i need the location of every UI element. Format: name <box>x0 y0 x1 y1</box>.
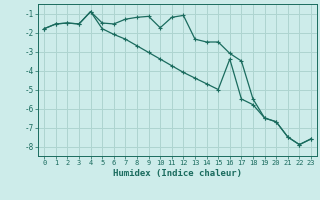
X-axis label: Humidex (Indice chaleur): Humidex (Indice chaleur) <box>113 169 242 178</box>
